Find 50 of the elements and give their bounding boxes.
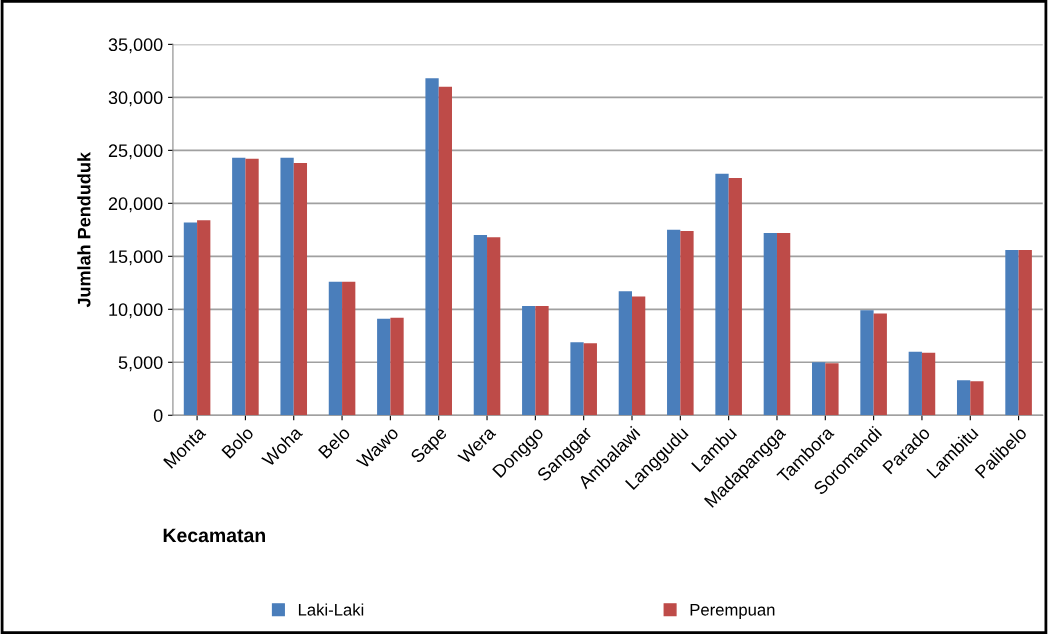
y-tick-label: 0 [153,409,163,422]
bar [860,310,874,416]
bar [1005,249,1019,416]
y-axis-title: Jumlah Penduduk [77,152,91,308]
y-tick-label: 25,000 [108,144,163,160]
y-tick-label: 15,000 [109,250,163,266]
x-tick-label: Bolo [220,425,255,459]
bar [390,317,404,416]
legend-label: Perempuan [690,604,775,619]
legend-label: Laki-Laki [298,603,364,616]
bar [873,313,887,416]
y-tick-label: 5,000 [118,356,163,372]
bar [763,233,777,416]
bar [425,78,439,416]
bar [473,235,488,416]
x-tick-label: Belo [317,425,351,459]
bar [232,157,246,416]
bar [728,177,742,416]
y-tick-label: 10,000 [109,303,163,319]
bar [245,158,259,416]
bar [342,281,356,416]
bar [956,380,971,416]
bar [293,163,308,416]
bar [328,281,343,416]
bar [522,306,536,416]
x-axis-title: Kecamatan [163,528,265,543]
y-tick-label: 20,000 [108,197,163,213]
bar [680,230,694,416]
bar [487,237,501,416]
bar [535,306,549,416]
bar [825,363,839,416]
bar [715,173,729,416]
bar [1018,249,1032,416]
bar [908,351,922,416]
bar [583,343,597,416]
y-tick-label: 35,000 [108,38,163,54]
y-tick-label: 30,000 [108,91,163,107]
bar [812,362,826,416]
bar [921,352,936,416]
bar [970,381,984,416]
bar [438,86,452,416]
bar [183,222,198,416]
bar [280,157,294,416]
bar [377,318,391,416]
bar [632,296,646,416]
bar [776,233,791,416]
bar [197,220,211,416]
bar [570,342,584,416]
bar [667,229,681,416]
bar [618,291,632,416]
